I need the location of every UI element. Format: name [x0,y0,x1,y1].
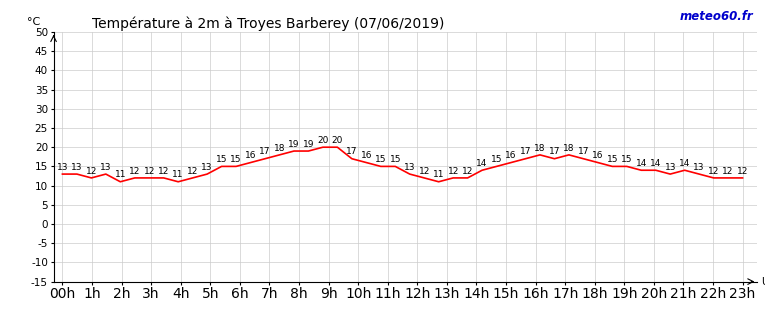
Text: 20: 20 [332,136,343,145]
Text: 16: 16 [592,151,604,160]
Text: 12: 12 [418,167,430,176]
Text: 12: 12 [86,167,97,176]
Text: 15: 15 [230,155,242,164]
Text: 11: 11 [172,171,184,180]
Text: 15: 15 [491,155,503,164]
Text: 16: 16 [245,151,256,160]
Text: 14: 14 [650,159,662,168]
Text: 15: 15 [216,155,227,164]
Text: 11: 11 [433,171,444,180]
Text: °C: °C [27,17,40,27]
Text: 20: 20 [317,136,329,145]
Text: 16: 16 [360,151,372,160]
Text: 17: 17 [519,148,531,156]
Text: 18: 18 [534,144,545,153]
Text: 14: 14 [477,159,488,168]
Text: 15: 15 [375,155,386,164]
Text: 12: 12 [187,167,198,176]
Text: 17: 17 [578,148,589,156]
Text: 19: 19 [303,140,314,149]
Text: 13: 13 [693,163,705,172]
Text: 12: 12 [448,167,459,176]
Text: 17: 17 [259,148,271,156]
Text: 13: 13 [201,163,213,172]
Text: 14: 14 [679,159,690,168]
Text: 13: 13 [57,163,68,172]
Text: 14: 14 [636,159,647,168]
Text: 13: 13 [71,163,83,172]
Text: 15: 15 [621,155,633,164]
Text: 12: 12 [144,167,155,176]
Text: UTC: UTC [761,276,765,287]
Text: 12: 12 [129,167,141,176]
Text: 12: 12 [737,167,748,176]
Text: 11: 11 [115,171,126,180]
Text: 17: 17 [549,148,560,156]
Text: 13: 13 [404,163,415,172]
Text: 19: 19 [288,140,300,149]
Text: 18: 18 [563,144,575,153]
Text: 12: 12 [722,167,734,176]
Text: 18: 18 [274,144,285,153]
Text: 12: 12 [462,167,474,176]
Text: 16: 16 [505,151,517,160]
Text: 15: 15 [389,155,401,164]
Text: 17: 17 [346,148,357,156]
Text: 13: 13 [100,163,112,172]
Text: meteo60.fr: meteo60.fr [680,10,754,23]
Text: 15: 15 [607,155,618,164]
Text: 13: 13 [665,163,676,172]
Text: 12: 12 [158,167,169,176]
Text: Température à 2m à Troyes Barberey (07/06/2019): Température à 2m à Troyes Barberey (07/0… [93,16,444,31]
Text: 12: 12 [708,167,719,176]
